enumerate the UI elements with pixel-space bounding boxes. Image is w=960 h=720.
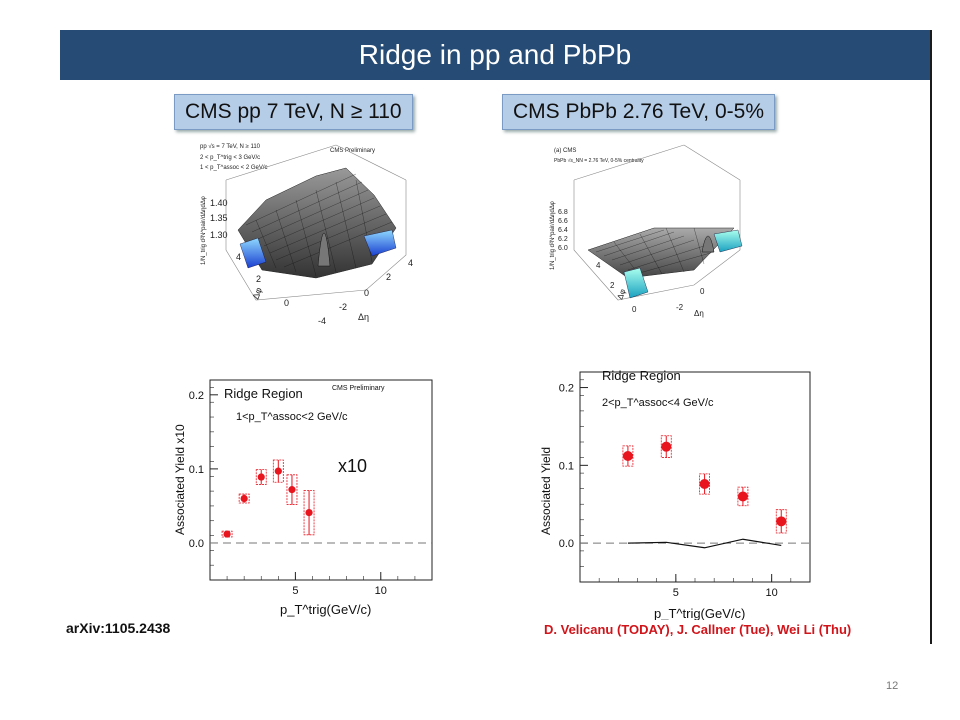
pp-eta-tick-3: 2 (386, 272, 391, 282)
pp-syst-box (286, 474, 298, 505)
speaker-credits: D. Velicanu (TODAY), J. Callner (Tue), W… (544, 622, 852, 637)
pp-eta-tick-1: -2 (339, 302, 347, 312)
pbpb-eta-tick-0: -2 (676, 303, 684, 312)
pp-surface-text-2: 2 < p_T^trig < 3 GeV/c (200, 155, 260, 161)
pbpb-z-tick-3: 6.2 (558, 236, 568, 243)
pbpb-phi-label: Δφ (615, 288, 627, 301)
pp-data-point (223, 530, 231, 538)
pbpb-surface-plot: (a) CMS PbPb √s_NN = 2.76 TeV, 0-5% cent… (550, 144, 743, 318)
title-bar: Ridge in pp and PbPb (60, 30, 930, 80)
pp-chart-multiplier: x10 (338, 456, 367, 476)
pp-data-point (288, 486, 296, 494)
pbpb-data-point (737, 491, 748, 502)
pbpb-phi-tick-2: 0 (632, 305, 637, 314)
pbpb-x-tick-label: 10 (766, 587, 778, 599)
pbpb-chart-title: Ridge Region (602, 368, 681, 383)
pp-data-point (274, 467, 282, 475)
pp-phi-tick-2: 0 (284, 298, 289, 308)
pbpb-data-point (622, 451, 633, 461)
pbpb-z-tick-2: 6.4 (558, 227, 568, 234)
pp-y-tick-label: 0.0 (189, 538, 204, 550)
pp-chart-prelim: CMS Preliminary (332, 385, 385, 392)
pp-surface-plot: pp √s = 7 TeV, N ≥ 110 2 < p_T^trig < 3 … (200, 143, 413, 326)
pp-z-tick-2: 1.30 (210, 230, 228, 240)
pp-syst-box (238, 493, 250, 504)
pbpb-data-point (661, 441, 672, 452)
pp-phi-tick-1: 2 (256, 274, 261, 284)
pp-z-label: 1/N_trig d²N^pair/dΔηdΔφ (201, 196, 207, 265)
page-number: 12 (886, 680, 899, 692)
pp-surface-prelim: CMS Preliminary (330, 148, 375, 154)
pp-eta-label: Δη (358, 312, 369, 322)
pbpb-surface-text-2: PbPb √s_NN = 2.76 TeV, 0-5% centrality (554, 157, 644, 164)
pp-label: CMS pp 7 TeV, N ≥ 110 (174, 94, 413, 130)
pbpb-y-tick-label: 0.0 (559, 538, 574, 550)
pbpb-z-label: 1/N_trig d²N^pair/dΔηdΔφ (550, 201, 556, 270)
pbpb-ridge-yield-chart: Ridge Region 2<p_T^assoc<4 GeV/c Associa… (539, 368, 811, 620)
pbpb-eta-label: Δη (694, 309, 704, 318)
pbpb-label: CMS PbPb 2.76 TeV, 0-5% (502, 94, 775, 130)
pp-y-tick-label: 0.1 (189, 464, 204, 476)
pp-chart-title: Ridge Region (224, 386, 303, 401)
pp-x-tick-label: 5 (292, 585, 298, 597)
pp-data-point (240, 494, 248, 503)
pp-surface-text-3: 1 < p_T^assoc < 2 GeV/c (200, 165, 268, 171)
pbpb-phi-tick-1: 2 (610, 281, 615, 290)
pp-eta-tick-4: 4 (408, 258, 413, 268)
pbpb-syst-curve (627, 538, 782, 549)
pbpb-phi-tick-0: 4 (596, 261, 601, 270)
pbpb-y-label: Associated Yield (539, 447, 553, 535)
pp-plot-frame (209, 379, 433, 581)
pp-ridge-yield-chart: Ridge Region CMS Preliminary 1<p_T^assoc… (173, 379, 433, 617)
slide (60, 30, 932, 644)
pp-data-point (257, 473, 265, 481)
pbpb-z-tick-0: 6.8 (558, 209, 568, 216)
pbpb-z-tick-1: 6.6 (558, 218, 568, 225)
pbpb-surface-text-1: (a) CMS (554, 148, 576, 154)
pp-syst-box (303, 489, 315, 536)
slide-title: Ridge in pp and PbPb (358, 39, 632, 70)
pp-y-tick-label: 0.2 (189, 390, 204, 402)
pp-z-tick-1: 1.35 (210, 213, 228, 223)
pbpb-x-tick-label: 5 (673, 587, 679, 599)
pbpb-z-tick-4: 6.0 (558, 245, 568, 252)
arxiv-reference: arXiv:1105.2438 (66, 620, 171, 636)
pp-x-tick-label: 10 (375, 585, 387, 597)
pbpb-syst-box (699, 473, 710, 495)
pbpb-chart-annotation: 2<p_T^assoc<4 GeV/c (602, 397, 714, 409)
pp-phi-label: Δφ (250, 286, 264, 301)
pbpb-y-tick-label: 0.2 (559, 383, 574, 395)
pbpb-eta-tick-1: 0 (700, 287, 705, 296)
pbpb-x-label: p_T^trig(GeV/c) (654, 606, 745, 620)
pp-z-tick-0: 1.40 (210, 198, 228, 208)
pbpb-y-tick-label: 0.1 (559, 460, 574, 472)
pbpb-data-point (699, 479, 710, 489)
pp-data-point (305, 508, 313, 517)
pp-phi-tick-0: 4 (236, 252, 241, 262)
pp-eta-tick-0: -4 (318, 316, 326, 326)
pp-eta-tick-2: 0 (364, 288, 369, 298)
pp-syst-box (272, 459, 284, 483)
pbpb-data-point (776, 516, 787, 527)
pp-x-label: p_T^trig(GeV/c) (280, 602, 371, 617)
pp-chart-annotation: 1<p_T^assoc<2 GeV/c (236, 411, 348, 423)
pp-surface-text-1: pp √s = 7 TeV, N ≥ 110 (200, 143, 261, 150)
pp-y-label: Associated Yield x10 (173, 424, 187, 535)
